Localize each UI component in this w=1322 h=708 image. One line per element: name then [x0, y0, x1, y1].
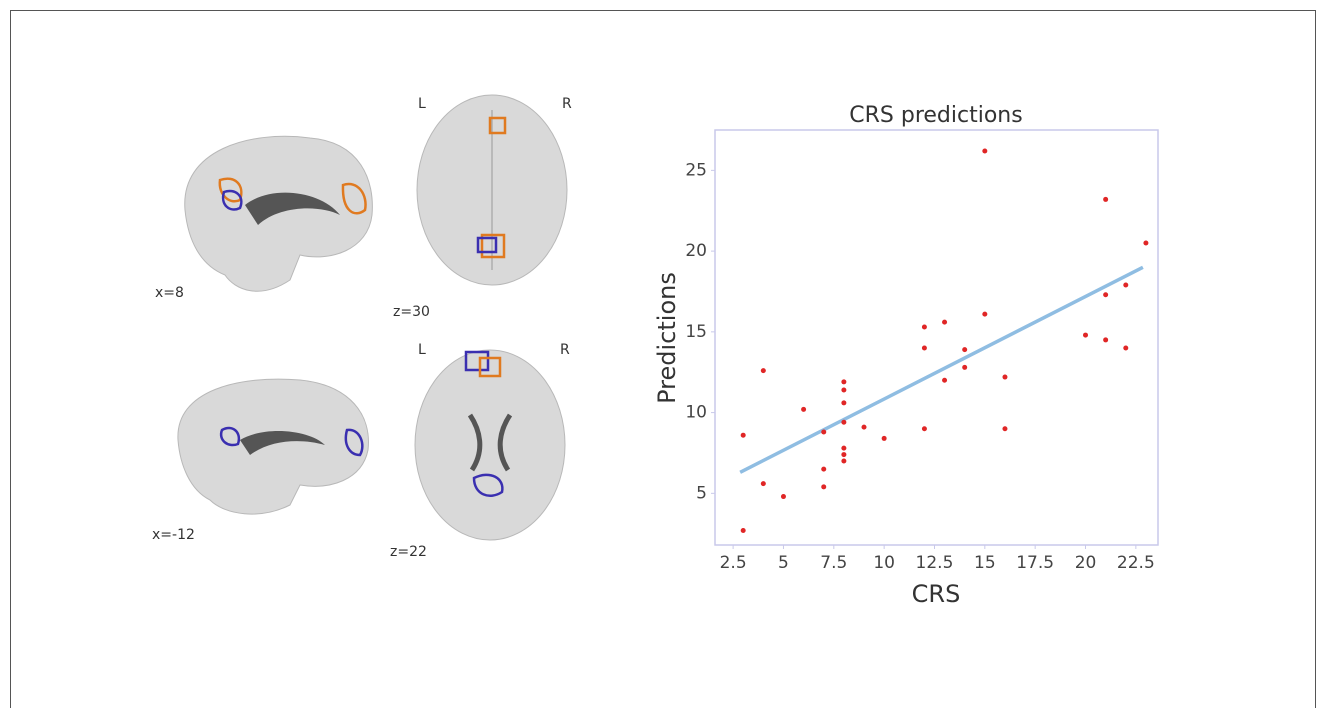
point: [821, 429, 826, 434]
slice-label: z=22: [390, 544, 427, 560]
brain-images: [178, 95, 567, 540]
point: [841, 400, 846, 405]
point: [841, 420, 846, 425]
point: [942, 378, 947, 383]
point: [781, 494, 786, 499]
figure: x=8 z=30 x=-12 z=22 L R L R CRS predicti…: [0, 0, 1322, 708]
x-tick-label: 17.5: [1016, 553, 1054, 573]
point: [1143, 241, 1148, 246]
y-tick-label: 10: [685, 403, 707, 423]
point: [1083, 333, 1088, 338]
point: [741, 433, 746, 438]
x-tick-label: 7.5: [820, 553, 847, 573]
y-tick-label: 15: [685, 322, 707, 342]
x-tick-label: 20: [1075, 553, 1097, 573]
point: [801, 407, 806, 412]
plot-area: 5 10 15 20 25 2.5 5 7.5 10 12.5 15 17.5 20 22.5: [685, 130, 1158, 573]
point: [922, 345, 927, 350]
point: [862, 425, 867, 430]
point: [841, 459, 846, 464]
chart-title: CRS predictions: [849, 103, 1022, 128]
y-tick-label: 5: [696, 483, 707, 503]
point: [962, 365, 967, 370]
point: [841, 446, 846, 451]
point: [1002, 426, 1007, 431]
point: [962, 347, 967, 352]
point: [1123, 345, 1128, 350]
point: [841, 387, 846, 392]
x-tick-label: 15: [974, 553, 996, 573]
plot-frame: [715, 130, 1158, 545]
x-axis-label: CRS: [912, 580, 961, 608]
slice-label: x=-12: [152, 527, 195, 543]
slice-label: x=8: [155, 285, 184, 301]
orientation-label: R: [562, 96, 572, 112]
orientation-label: R: [560, 342, 570, 358]
point: [821, 484, 826, 489]
x-tick-label: 5: [778, 553, 789, 573]
point: [982, 312, 987, 317]
sagittal-slice: [185, 136, 373, 291]
x-tick-label: 22.5: [1117, 553, 1155, 573]
point: [1002, 375, 1007, 380]
point: [761, 368, 766, 373]
point: [922, 325, 927, 330]
y-tick-label: 25: [685, 160, 707, 180]
point: [922, 426, 927, 431]
orientation-label: L: [418, 342, 426, 358]
x-tick-label: 2.5: [720, 553, 747, 573]
point: [982, 148, 987, 153]
point: [1103, 337, 1108, 342]
x-tick-label: 10: [873, 553, 895, 573]
point: [1123, 283, 1128, 288]
y-tick-label: 20: [685, 241, 707, 261]
sagittal-slice: [178, 379, 369, 514]
point: [1103, 197, 1108, 202]
fit-line: [740, 267, 1143, 472]
point: [741, 528, 746, 533]
point: [761, 481, 766, 486]
point: [942, 320, 947, 325]
point: [1103, 292, 1108, 297]
point: [882, 436, 887, 441]
x-tick-label: 12.5: [916, 553, 954, 573]
axial-slice: [415, 350, 565, 540]
y-axis-label: Predictions: [653, 272, 681, 404]
point: [841, 452, 846, 457]
point: [841, 379, 846, 384]
point: [821, 467, 826, 472]
slice-label: z=30: [393, 304, 430, 320]
orientation-label: L: [418, 96, 426, 112]
